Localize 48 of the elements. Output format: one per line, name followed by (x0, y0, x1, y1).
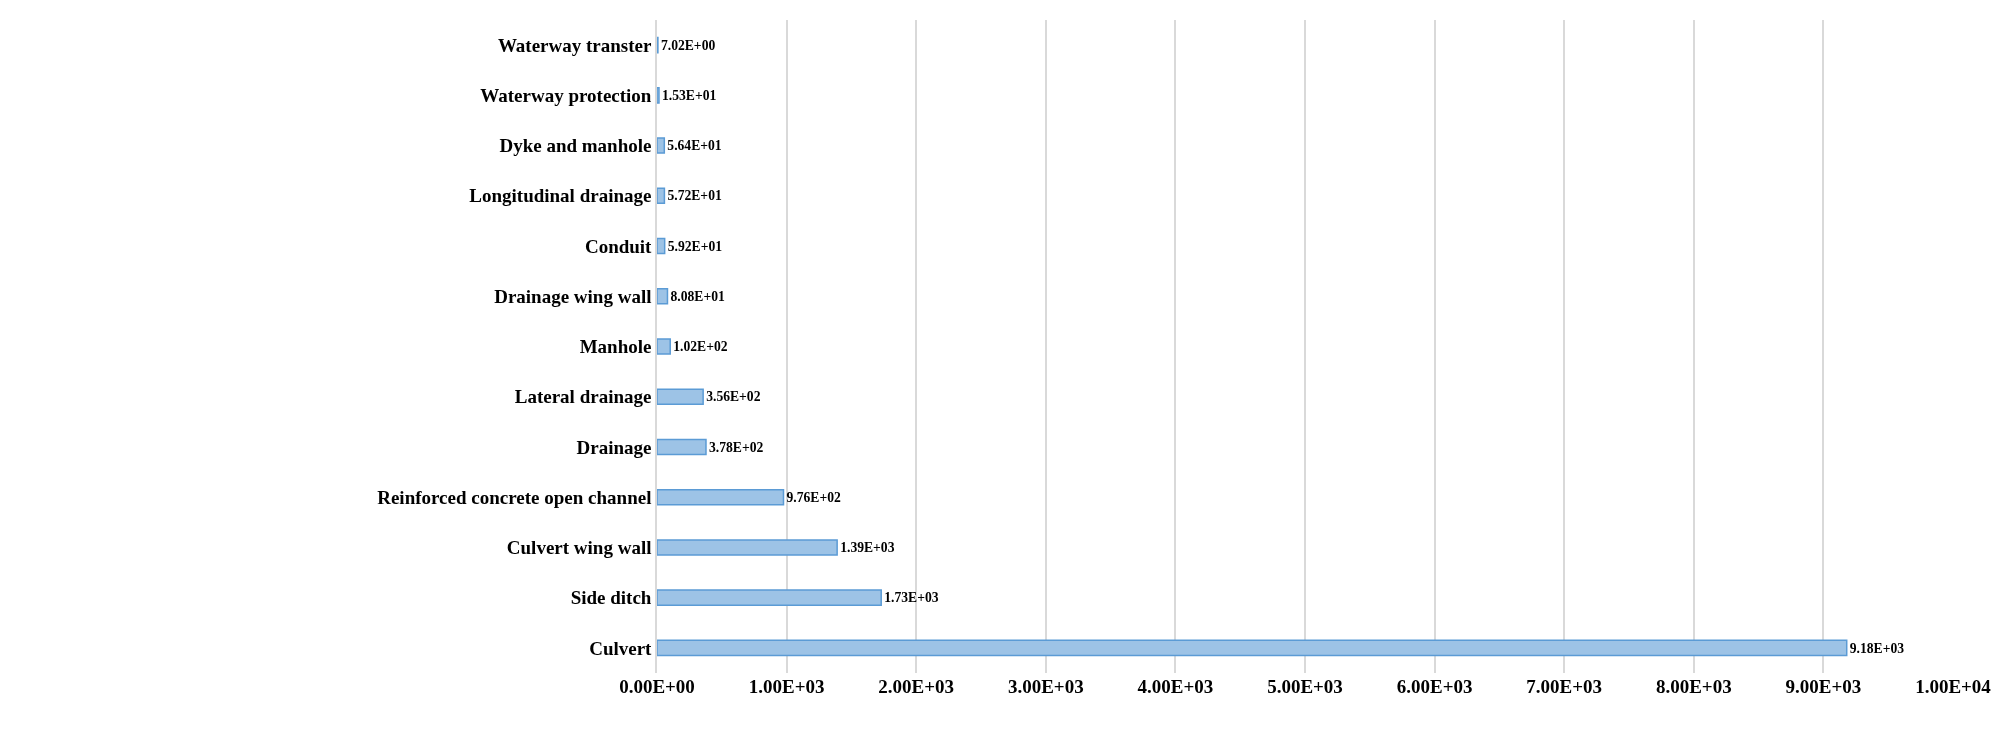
x-tick-label: 6.00E+03 (1396, 676, 1473, 697)
x-tick-label: 4.00E+03 (1137, 676, 1214, 697)
bar (657, 438, 707, 456)
y-tick-label: Lateral drainage (514, 386, 652, 408)
y-tick-label: Manhole (579, 336, 652, 358)
bar (657, 287, 669, 305)
bar (657, 589, 882, 606)
data-label: 5.64E+01 (667, 138, 722, 154)
y-tick-label: Culvert (589, 637, 653, 659)
y-tick-label: Waterway transter (497, 34, 653, 56)
data-label: 5.72E+01 (667, 188, 722, 204)
bar (657, 137, 666, 154)
bar (657, 639, 1848, 657)
x-tick-label: 5.00E+03 (1267, 676, 1343, 697)
y-tick-label: Reinforced concrete open channel (377, 486, 652, 508)
data-label: 1.39E+03 (840, 540, 895, 556)
data-label: 7.02E+00 (660, 37, 716, 53)
y-tick-label: Culvert wing wall (506, 537, 652, 559)
x-tick-label: 9.00E+03 (1785, 676, 1862, 697)
bar (657, 539, 838, 556)
bar (657, 187, 666, 205)
bar (657, 488, 785, 506)
data-label: 3.56E+02 (706, 389, 761, 405)
data-label: 5.92E+01 (667, 238, 723, 254)
x-tick-label: 3.00E+03 (1007, 676, 1084, 697)
x-tick-label: 8.00E+03 (1655, 676, 1732, 697)
data-label: 9.76E+02 (786, 489, 842, 505)
y-tick-label: Side ditch (570, 587, 652, 609)
y-tick-label: Drainage wing wall (494, 285, 652, 307)
data-label: 1.73E+03 (884, 590, 939, 606)
data-label: 3.78E+02 (709, 439, 764, 455)
y-tick-label: Drainage (576, 436, 652, 458)
x-tick-label: 7.00E+03 (1526, 676, 1603, 697)
data-label: 1.02E+02 (673, 339, 728, 355)
x-tick-label: 2.00E+03 (878, 676, 955, 697)
data-label: 1.53E+01 (662, 88, 717, 104)
data-label: 8.08E+01 (670, 288, 725, 304)
bar (657, 338, 671, 355)
x-tick-label: 1.00E+03 (748, 676, 825, 697)
y-tick-label: Conduit (584, 235, 653, 257)
data-label: 9.18E+03 (1849, 640, 1905, 656)
y-tick-label: Waterway protection (480, 85, 652, 106)
bar (657, 237, 666, 255)
y-tick-label: Dyke and manhole (499, 135, 652, 157)
x-tick-label: 0.00E+00 (619, 676, 695, 697)
bar (657, 388, 704, 406)
x-tick-label: 1.00E+04 (1915, 676, 1992, 697)
y-tick-label: Longitudinal drainage (469, 185, 652, 207)
